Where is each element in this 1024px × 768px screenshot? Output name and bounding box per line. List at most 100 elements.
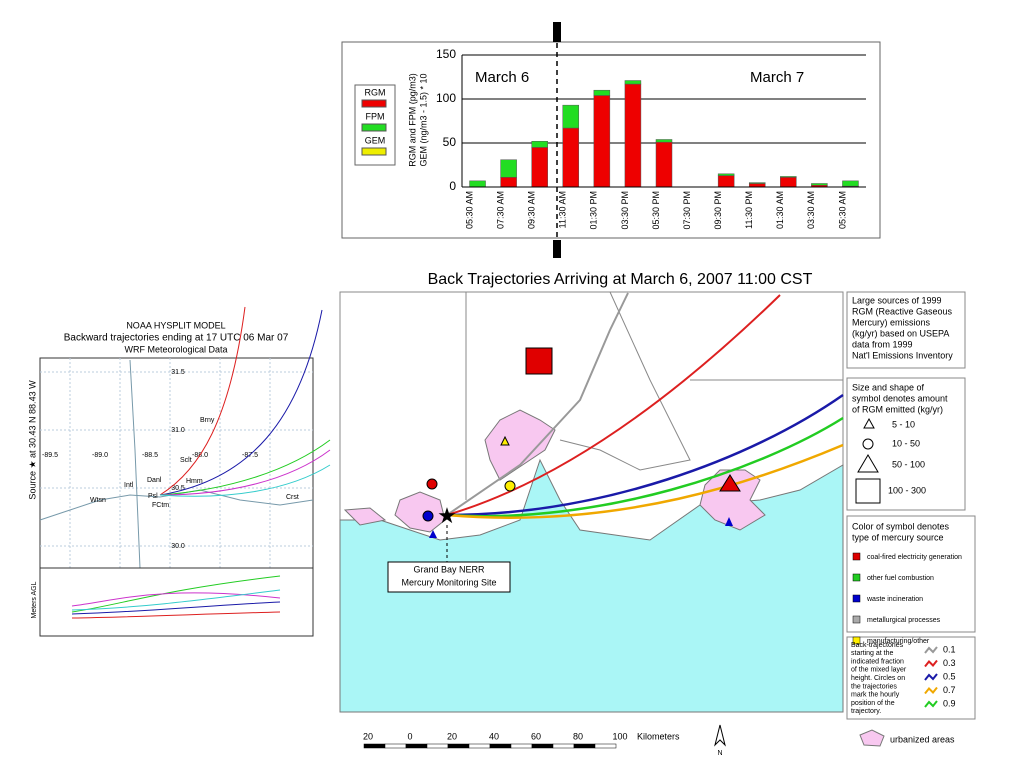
trajectory-swatch bbox=[924, 700, 938, 708]
hysplit-source: Source ★ at 30.43 N 88.43 W bbox=[27, 380, 37, 500]
y-label: RGM and FPM (pg/m3) bbox=[407, 73, 417, 167]
legend-box bbox=[846, 377, 966, 511]
color-swatch bbox=[852, 615, 861, 624]
scale-segment bbox=[552, 743, 575, 749]
hysplit-trajectory bbox=[159, 464, 331, 497]
hysplit-map bbox=[39, 357, 314, 569]
bar bbox=[780, 176, 797, 178]
north-label: N bbox=[717, 750, 722, 757]
bar bbox=[748, 182, 766, 184]
scale-segment bbox=[384, 743, 407, 749]
trajectory-note: height. Circles on bbox=[851, 675, 905, 682]
urban-label: urbanized areas bbox=[890, 734, 955, 744]
border bbox=[129, 359, 141, 569]
note-line: data from 1999 bbox=[852, 339, 913, 349]
size-label: 100 - 300 bbox=[888, 485, 926, 495]
source bbox=[525, 347, 553, 375]
lat-label: 30.5 bbox=[171, 485, 185, 492]
trajectory-swatch bbox=[924, 686, 938, 695]
place-label: FCtm bbox=[152, 502, 169, 509]
scale-label: 100 bbox=[612, 731, 627, 741]
scale-label: 40 bbox=[489, 731, 499, 741]
trajectory-note: starting at the bbox=[851, 650, 894, 657]
scale-label: 20 bbox=[363, 731, 373, 741]
color-swatch bbox=[852, 552, 861, 561]
place-label: Danl bbox=[147, 477, 162, 484]
legend-box bbox=[846, 636, 976, 720]
trajectory-note: of the mixed layer bbox=[851, 667, 907, 674]
source bbox=[426, 478, 438, 490]
trajectory bbox=[446, 292, 629, 516]
divider-cap bbox=[553, 22, 561, 42]
x-tick-label: 03:30 PM bbox=[620, 191, 630, 230]
hysplit-trajectory bbox=[159, 306, 246, 496]
agl-line bbox=[71, 611, 281, 619]
hysplit-trajectory bbox=[159, 439, 331, 496]
divider-cap bbox=[553, 240, 561, 258]
y-label: GEM (ng/m3 - 1.5) * 10 bbox=[418, 73, 428, 166]
y-tick-label: 150 bbox=[436, 47, 456, 61]
bar-chart: 0 50 100 150 05:30 AM 07:30 AM 09:30 AM 11:30 A… bbox=[361, 47, 866, 230]
scale-segment bbox=[405, 743, 428, 749]
place-label: Hmm bbox=[186, 478, 203, 485]
trajectory bbox=[446, 393, 844, 517]
place-label: Sclt bbox=[180, 457, 192, 464]
bar bbox=[748, 183, 766, 188]
scale-unit: Kilometers bbox=[637, 731, 680, 741]
map-title: Back Trajectories Arriving at March 6, 2… bbox=[428, 271, 813, 288]
bar bbox=[593, 89, 611, 96]
trajectory-swatch bbox=[924, 646, 938, 654]
color-label: waste incineration bbox=[866, 596, 923, 603]
scale-segment bbox=[489, 743, 512, 749]
scale-segment bbox=[447, 743, 470, 749]
trajectory-label: 0.1 bbox=[943, 644, 956, 654]
hysplit-trajectory bbox=[159, 449, 331, 496]
place-label: Psl bbox=[148, 493, 158, 500]
scale-label: 60 bbox=[531, 731, 541, 741]
scale-segment bbox=[594, 743, 617, 749]
annotation: March 6 bbox=[475, 69, 529, 86]
scale-segment bbox=[573, 743, 596, 749]
color-swatch bbox=[852, 573, 861, 582]
coastline bbox=[39, 489, 314, 521]
scale-bar: 20 0 20 40 60 80 100 Kilometers bbox=[363, 731, 680, 749]
bar bbox=[500, 159, 517, 178]
source bbox=[422, 510, 434, 522]
lon-label: -88.5 bbox=[142, 452, 158, 459]
north-arrow bbox=[714, 724, 726, 747]
x-tick-label: 05:30 AM bbox=[464, 191, 474, 229]
place-label: Brny bbox=[200, 417, 215, 424]
size-label: 50 - 100 bbox=[892, 459, 925, 469]
agl-label: Meters AGL bbox=[31, 581, 38, 618]
bar bbox=[562, 104, 580, 129]
scale-label: 0 bbox=[407, 731, 412, 741]
note-line: (kg/yr) based on USEPA bbox=[852, 328, 949, 338]
x-tick-label: 11:30 AM bbox=[558, 191, 568, 228]
place-label: Intl bbox=[124, 482, 134, 489]
urban bbox=[484, 409, 556, 481]
bar bbox=[717, 175, 735, 188]
scale-segment bbox=[531, 743, 554, 749]
x-tick-label: 11:30 PM bbox=[744, 191, 754, 229]
legend-title: Size and shape of bbox=[852, 382, 925, 392]
bar bbox=[780, 177, 797, 188]
note-line: Nat'l Emissions Inventory bbox=[852, 350, 953, 360]
bar bbox=[624, 83, 642, 188]
bar bbox=[531, 147, 548, 188]
color-label: manufacturing/other bbox=[867, 638, 930, 645]
chart-frame bbox=[341, 41, 881, 239]
legend-label: RGM bbox=[365, 87, 386, 97]
source bbox=[725, 517, 733, 526]
trajectory bbox=[446, 416, 844, 518]
x-tick-label: 09:30 AM bbox=[527, 191, 537, 229]
color-swatch bbox=[852, 594, 861, 603]
trajectory-note: indicated fraction bbox=[851, 658, 904, 665]
bar bbox=[469, 180, 486, 188]
scale-segment bbox=[468, 743, 491, 749]
legend-label: FPM bbox=[366, 111, 385, 121]
trajectory-label: 0.7 bbox=[943, 685, 956, 695]
legend-swatch bbox=[361, 123, 387, 132]
color-label: other fuel combustion bbox=[867, 575, 934, 582]
hysplit-trajectory bbox=[159, 309, 323, 496]
